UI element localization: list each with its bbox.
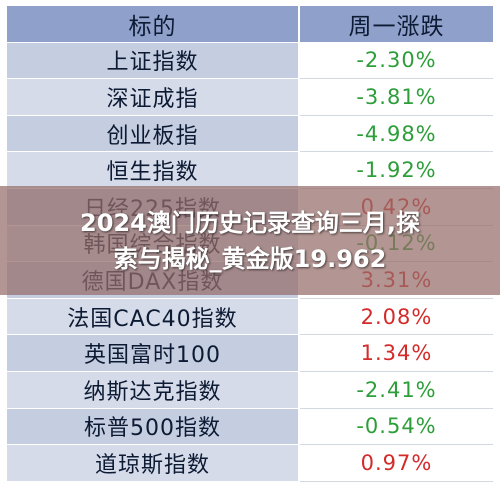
table-row: 道琼斯指数 0.97% <box>7 445 493 482</box>
index-name-cell: 纳斯达克指数 <box>7 371 300 409</box>
banner-title-line-2: 索与揭秘_黄金版19.962 <box>113 244 387 273</box>
index-change-cell: -4.98% <box>300 115 493 153</box>
index-name-cell: 道琼斯指数 <box>7 445 300 482</box>
index-change-cell: -2.30% <box>300 42 493 80</box>
index-name-cell: 英国富时100 <box>7 335 300 372</box>
index-name-cell: 上证指数 <box>7 42 300 80</box>
table-row: 标普500指数 -0.54% <box>7 408 493 446</box>
index-change-cell: 2.08% <box>300 298 493 336</box>
title-banner-overlay: 2024澳门历史记录查询三月,探 索与揭秘_黄金版19.962 <box>0 186 500 295</box>
table-row: 法国CAC40指数 2.08% <box>7 298 493 336</box>
table-header-row: 标的 周一涨跌 <box>7 6 493 43</box>
header-name-cell: 标的 <box>7 6 300 43</box>
banner-title-line-1: 2024澳门历史记录查询三月,探 <box>80 208 420 237</box>
table-row: 纳斯达克指数 -2.41% <box>7 371 493 409</box>
index-change-cell: 1.34% <box>300 335 493 372</box>
table-row: 恒生指数 -1.92% <box>7 152 493 189</box>
index-change-cell: -0.54% <box>300 408 493 446</box>
table-row: 英国富时100 1.34% <box>7 335 493 372</box>
index-name-cell: 创业板指 <box>7 115 300 153</box>
index-name-cell: 深证成指 <box>7 79 300 116</box>
table-row: 上证指数 -2.30% <box>7 42 493 80</box>
index-change-cell: -3.81% <box>300 79 493 116</box>
index-name-cell: 标普500指数 <box>7 408 300 446</box>
table-row: 创业板指 -4.98% <box>7 115 493 153</box>
table-row: 深证成指 -3.81% <box>7 79 493 116</box>
index-name-cell: 恒生指数 <box>7 152 300 189</box>
index-name-cell: 法国CAC40指数 <box>7 298 300 336</box>
index-change-cell: -2.41% <box>300 371 493 409</box>
index-change-cell: 0.97% <box>300 445 493 482</box>
header-change-cell: 周一涨跌 <box>300 6 493 43</box>
index-change-cell: -1.92% <box>300 152 493 189</box>
